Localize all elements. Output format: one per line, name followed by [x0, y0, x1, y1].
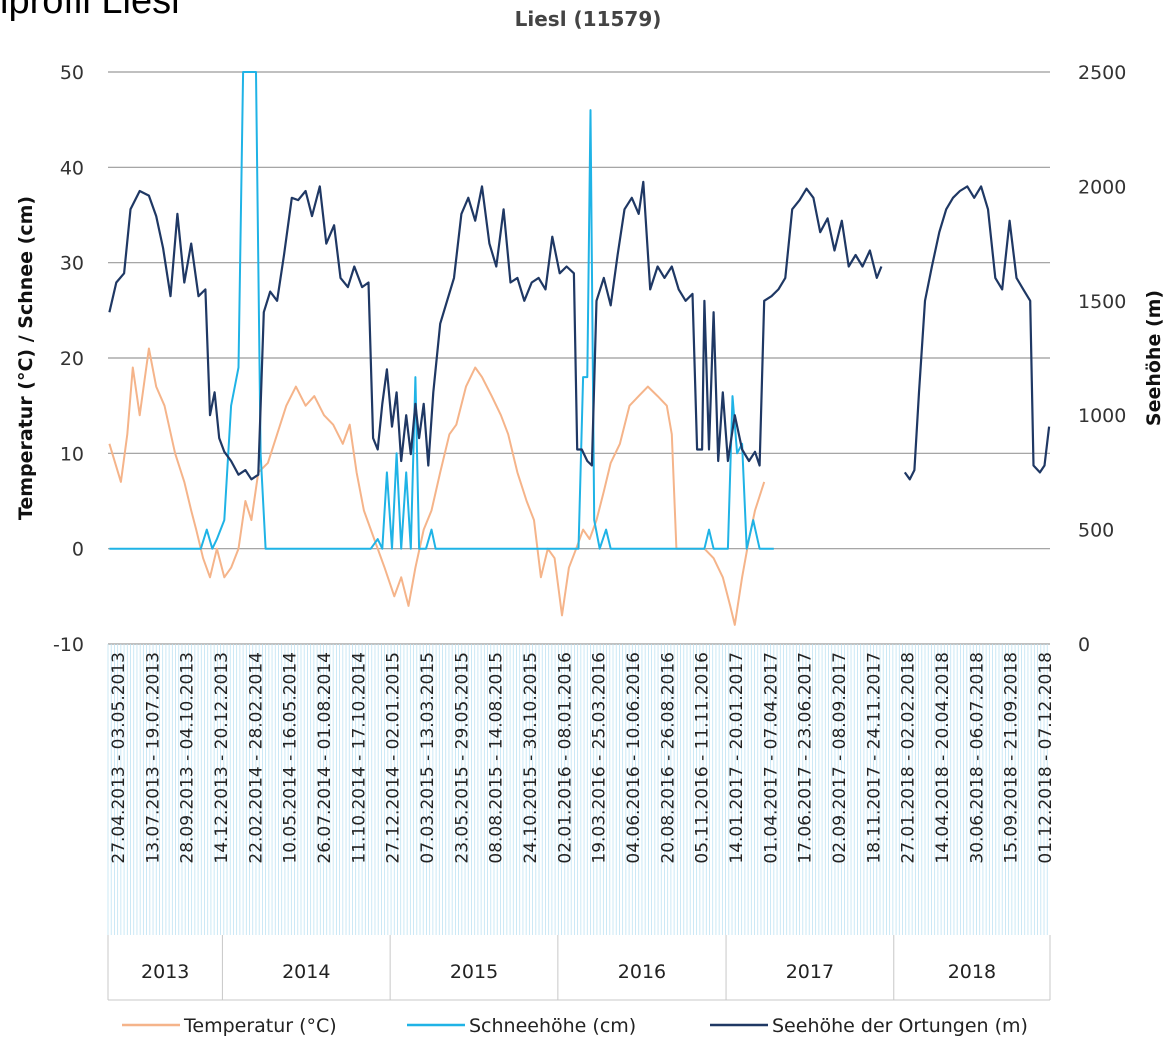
x-tick-label: 11.10.2014 - 17.10.2014	[349, 652, 369, 864]
y-right-tick-label: 2000	[1078, 176, 1126, 198]
series-altitude-line	[108, 180, 883, 481]
y-right-tick-label: 500	[1078, 520, 1114, 542]
gridlines	[108, 71, 1050, 645]
x-tick-label: 01.12.2018 - 07.12.2018	[1036, 652, 1056, 864]
y-right-tick-label: 1500	[1078, 291, 1126, 313]
x-tick-label: 18.11.2017 - 24.11.2017	[864, 652, 884, 864]
year-label: 2013	[141, 961, 189, 983]
year-label: 2015	[450, 961, 498, 983]
x-tick-label: 14.04.2018 - 20.04.2018	[933, 652, 953, 864]
x-tick-label: 22.02.2014 - 28.02.2014	[246, 652, 266, 864]
plot-area	[108, 71, 1051, 626]
y-right-tick-label: 0	[1078, 634, 1090, 656]
x-tick-label: 28.09.2013 - 04.10.2013	[178, 652, 198, 864]
y-left-tick-label: 0	[72, 539, 84, 561]
year-label: 2016	[618, 961, 666, 983]
x-tick-label: 20.08.2016 - 26.08.2016	[658, 652, 678, 864]
x-tick-label: 19.03.2016 - 25.03.2016	[590, 652, 610, 864]
x-tick-label: 17.06.2017 - 23.06.2017	[796, 652, 816, 864]
x-tick-label: 02.09.2017 - 08.09.2017	[830, 652, 850, 864]
x-tick-label: 26.07.2014 - 01.08.2014	[315, 652, 335, 864]
y-right-tick-label: 1000	[1078, 405, 1126, 427]
x-tick-label: 08.08.2015 - 14.08.2015	[487, 652, 507, 864]
x-tick-label: 27.04.2013 - 03.05.2013	[109, 652, 129, 864]
page-header-text: iprofil Liesl	[0, 0, 180, 22]
y-left-tick-label: 30	[60, 253, 84, 275]
series-altitude-line	[903, 185, 1051, 481]
x-tick-label: 04.06.2016 - 10.06.2016	[624, 652, 644, 864]
x-tick-label: 30.06.2018 - 06.07.2018	[967, 652, 987, 864]
year-label: 2014	[282, 961, 330, 983]
year-label: 2017	[786, 961, 834, 983]
y-left-tick-label: 20	[60, 348, 84, 370]
x-tick-label: 14.12.2013 - 20.12.2013	[212, 652, 232, 864]
y-left-tick-label: 40	[60, 157, 84, 179]
x-tick-label: 15.09.2018 - 21.09.2018	[1002, 652, 1022, 864]
y-left-tick-label: 50	[60, 62, 84, 84]
y-right-tick-label: 2500	[1078, 62, 1126, 84]
left-y-axis: -10 0 10 20 30 40 50	[53, 62, 84, 656]
x-tick-label: 27.01.2018 - 02.02.2018	[899, 652, 919, 864]
series-snow-line	[109, 71, 774, 550]
y-left-tick-label: 10	[60, 443, 84, 465]
x-tick-label: 24.10.2015 - 30.10.2015	[521, 652, 541, 864]
left-y-axis-label: Temperatur (°C) / Schnee (cm)	[15, 196, 37, 520]
x-tick-label: 27.12.2014 - 02.01.2015	[384, 652, 404, 864]
x-tick-label: 23.05.2015 - 29.05.2015	[452, 652, 472, 864]
x-tick-label: 13.07.2013 - 19.07.2013	[143, 652, 163, 864]
right-y-axis: 0 500 1000 1500 2000 2500	[1078, 62, 1126, 656]
legend-entry-label: Temperatur (°C)	[183, 1015, 337, 1037]
x-tick-label: 10.05.2014 - 16.05.2014	[281, 652, 301, 864]
x-tick-labels: 27.04.2013 - 03.05.2013 13.07.2013 - 19.0…	[109, 652, 1056, 864]
series-temperature-line	[108, 347, 766, 626]
right-y-axis-label: Seehöhe (m)	[1143, 290, 1165, 426]
x-tick-label: 14.01.2017 - 20.01.2017	[727, 652, 747, 864]
x-tick-label: 05.11.2016 - 11.11.2016	[693, 652, 713, 864]
x-tick-label: 01.04.2017 - 07.04.2017	[761, 652, 781, 864]
year-band: 2013 2014 2015 2016 2017 2018	[107, 935, 1051, 1001]
x-tick-marks	[107, 644, 1048, 935]
y-left-tick-label: -10	[53, 634, 84, 656]
legend: Temperatur (°C) Schneehöhe (cm) Seehöhe de…	[122, 1015, 1028, 1037]
x-tick-label: 02.01.2016 - 08.01.2016	[555, 652, 575, 864]
x-tick-label: 07.03.2015 - 13.03.2015	[418, 652, 438, 864]
chart-title: Liesl (11579)	[515, 7, 662, 31]
legend-entry-label: Seehöhe der Ortungen (m)	[772, 1015, 1028, 1037]
legend-entry-label: Schneehöhe (cm)	[469, 1015, 636, 1037]
year-label: 2018	[948, 961, 996, 983]
